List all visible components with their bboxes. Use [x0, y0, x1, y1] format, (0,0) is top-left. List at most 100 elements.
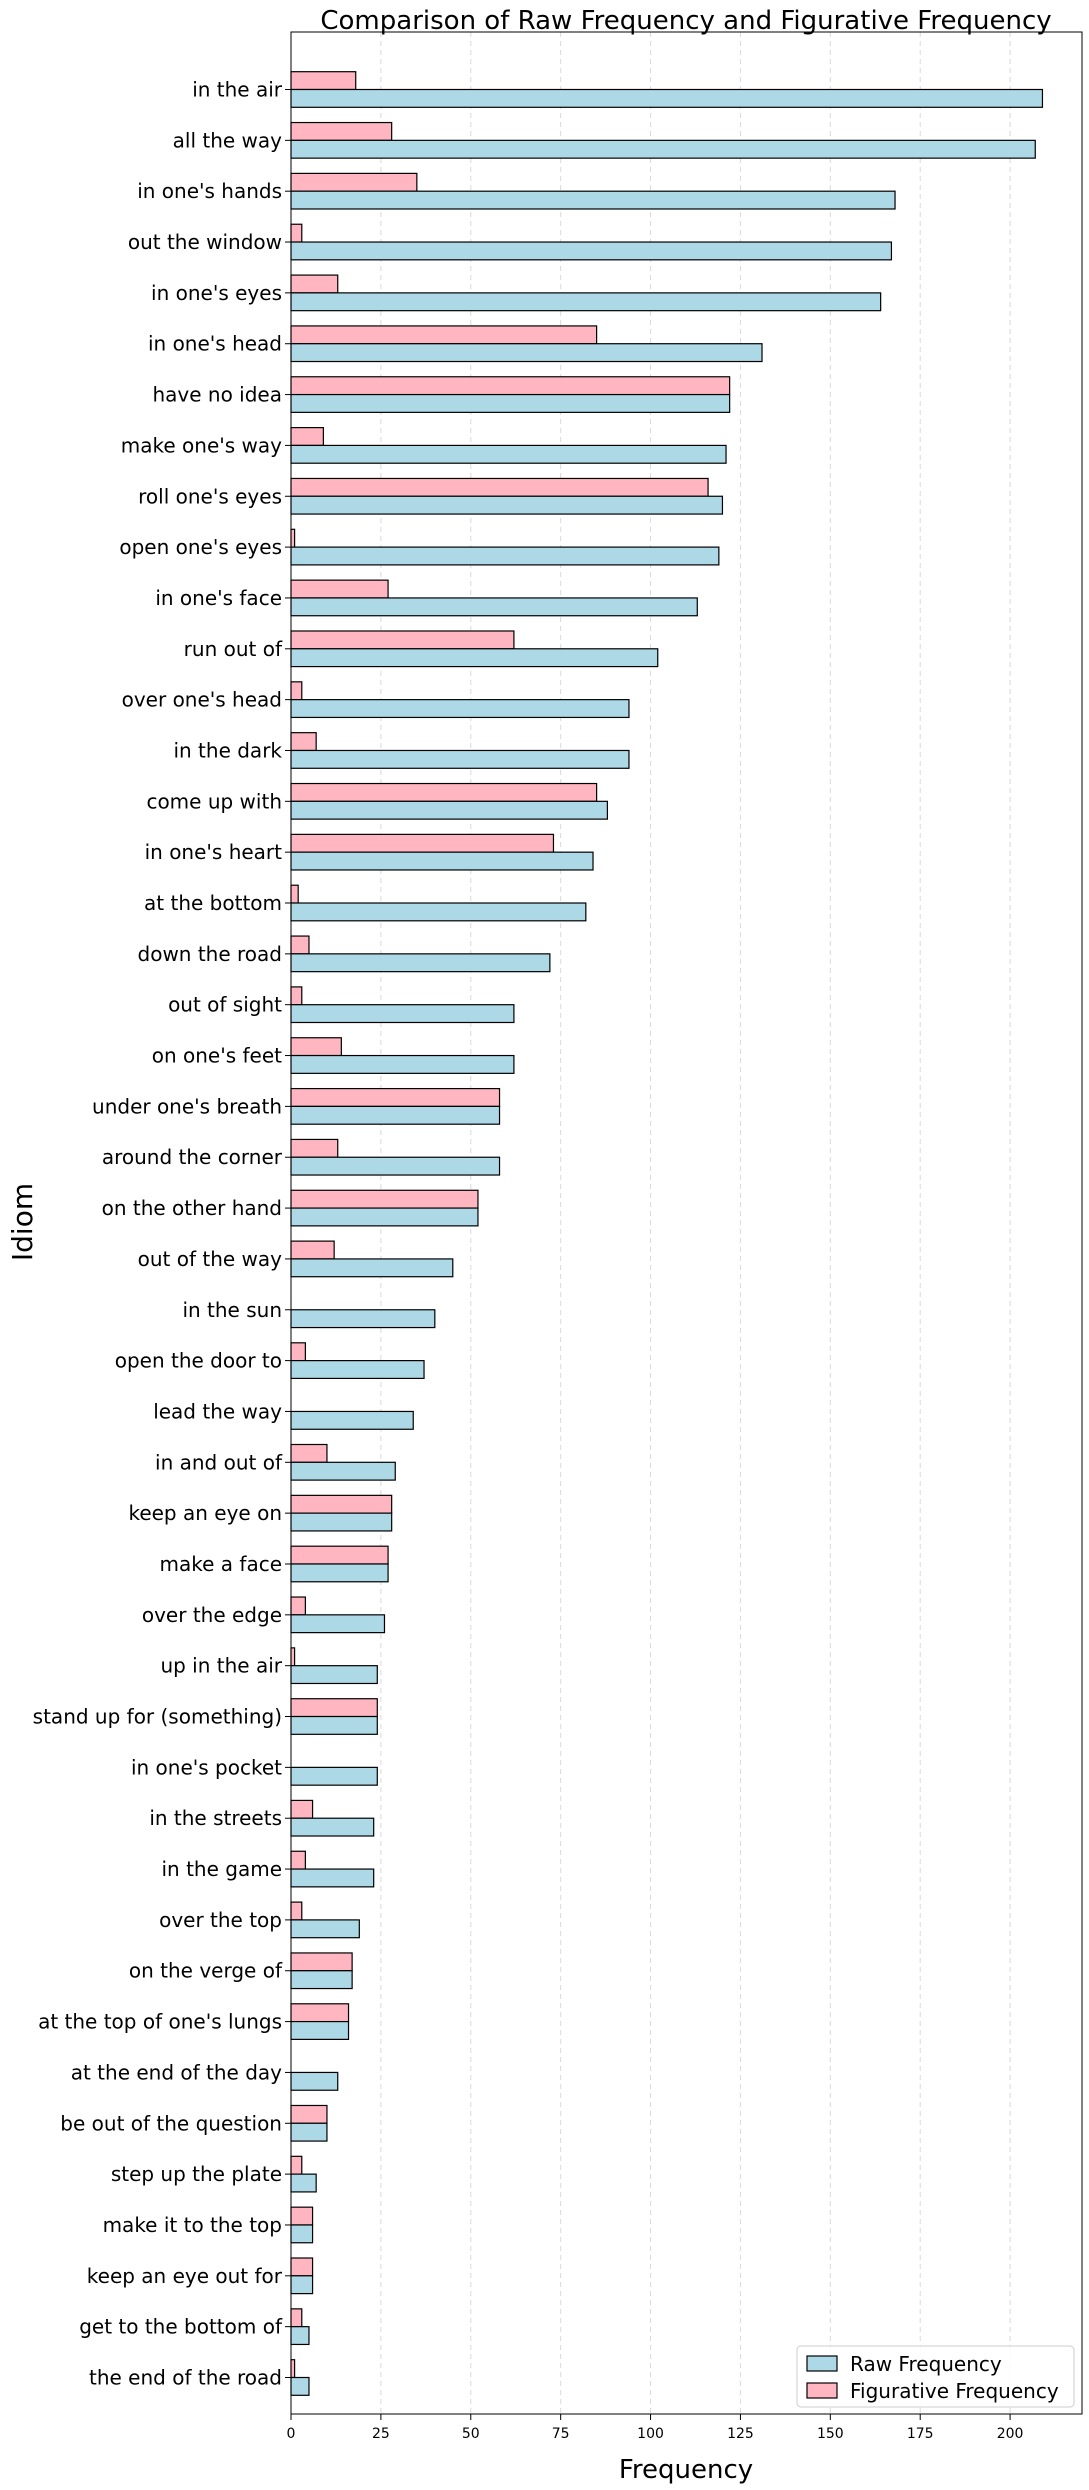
y-tick-label: get to the bottom of — [79, 2315, 283, 2339]
x-axis-label: Frequency — [619, 2455, 753, 2485]
bar-figurative-frequency — [290, 884, 299, 904]
bar-figurative-frequency — [290, 172, 418, 192]
bar-raw-frequency — [290, 2326, 310, 2346]
y-tick-label: in the sun — [182, 1298, 282, 1322]
bar-raw-frequency — [290, 2020, 350, 2040]
bar-raw-frequency — [290, 495, 724, 515]
bar-figurative-frequency — [290, 1901, 303, 1921]
bar-raw-frequency — [290, 1004, 515, 1024]
legend-box — [796, 2345, 1075, 2408]
bar-figurative-frequency — [290, 1189, 479, 1209]
legend-label: Raw Frequency — [850, 2352, 1002, 2376]
x-tick-label: 50 — [462, 2426, 480, 2442]
bar-raw-frequency — [290, 546, 720, 566]
bar-raw-frequency — [290, 1715, 378, 1735]
y-tick-label: in one's hands — [137, 179, 282, 203]
bar-raw-frequency — [290, 597, 698, 617]
bar-raw-frequency — [290, 343, 763, 363]
bar-figurative-frequency — [290, 986, 303, 1006]
bar-raw-frequency — [290, 1919, 360, 1939]
bar-raw-frequency — [290, 393, 731, 413]
bar-raw-frequency — [290, 1461, 396, 1481]
y-tick-label: in one's eyes — [151, 281, 282, 305]
y-tick-label: keep an eye out for — [87, 2264, 283, 2288]
bar-figurative-frequency — [290, 1596, 306, 1616]
bar-figurative-frequency — [290, 2003, 350, 2023]
y-tick-label: in one's face — [155, 586, 282, 610]
bar-figurative-frequency — [290, 2359, 296, 2379]
bar-figurative-frequency — [290, 2155, 303, 2175]
bar-raw-frequency — [290, 1309, 436, 1329]
x-tick-label: 200 — [997, 2426, 1024, 2442]
x-tick-label: 175 — [907, 2426, 934, 2442]
bar-figurative-frequency — [290, 1087, 501, 1107]
bar-raw-frequency — [290, 1258, 454, 1278]
bar-figurative-frequency — [290, 1037, 342, 1057]
y-tick-label: run out of — [184, 637, 283, 661]
plot-frame — [290, 31, 1083, 2415]
bar-raw-frequency — [290, 292, 882, 312]
y-tick-label: out of the way — [138, 1247, 283, 1271]
bar-figurative-frequency — [290, 732, 317, 752]
legend: Raw Frequency Figurative Frequency — [796, 2345, 1075, 2408]
bar-raw-frequency — [290, 2173, 317, 2193]
bar-raw-frequency — [290, 1105, 501, 1125]
y-tick-label: make one's way — [121, 433, 282, 457]
bar-figurative-frequency — [290, 427, 324, 447]
bar-figurative-frequency — [290, 71, 357, 91]
bar-raw-frequency — [290, 902, 587, 922]
legend-label: Figurative Frequency — [850, 2379, 1059, 2403]
y-tick-label: make a face — [160, 1552, 282, 1576]
bar-raw-frequency — [290, 1410, 414, 1430]
y-tick-label: in the dark — [173, 738, 282, 762]
y-tick-label: open the door to — [115, 1349, 282, 1373]
bar-figurative-frequency — [290, 1138, 339, 1158]
bar-figurative-frequency — [290, 477, 709, 497]
x-tick-label: 0 — [287, 2426, 296, 2442]
y-tick-label: down the road — [138, 942, 282, 966]
bar-raw-frequency — [290, 953, 551, 973]
bar-raw-frequency — [290, 2122, 328, 2142]
bar-raw-frequency — [290, 2224, 314, 2244]
y-axis-label: Idiom — [6, 1183, 39, 1261]
bar-raw-frequency — [290, 139, 1036, 159]
bar-figurative-frequency — [290, 325, 598, 345]
bar-figurative-frequency — [290, 528, 296, 548]
y-tick-label: out of sight — [168, 993, 282, 1017]
y-tick-label: around the corner — [102, 1145, 283, 1169]
bar-raw-frequency — [290, 444, 727, 464]
y-tick-label: all the way — [173, 128, 283, 152]
y-tick-label: in one's pocket — [131, 1755, 282, 1779]
bar-raw-frequency — [290, 749, 630, 769]
bar-figurative-frequency — [290, 2206, 314, 2226]
bar-raw-frequency — [290, 800, 608, 820]
bar-raw-frequency — [290, 1054, 515, 1074]
bar-raw-frequency — [290, 1512, 393, 1532]
x-tick-label: 125 — [727, 2426, 754, 2442]
bar-figurative-frequency — [290, 1342, 306, 1362]
y-tick-label: come up with — [146, 789, 282, 813]
bar-figurative-frequency — [290, 223, 303, 243]
y-tick-label: the end of the road — [89, 2366, 282, 2390]
bar-raw-frequency — [290, 699, 630, 719]
bar-figurative-frequency — [290, 1698, 378, 1718]
y-tick-label: over the edge — [142, 1603, 282, 1627]
bar-figurative-frequency — [290, 782, 598, 802]
bar-figurative-frequency — [290, 1240, 335, 1260]
bar-raw-frequency — [290, 851, 594, 871]
bar-raw-frequency — [290, 1360, 425, 1380]
bar-raw-frequency — [290, 2376, 310, 2396]
bar-raw-frequency — [290, 1207, 479, 1227]
chart-title: Comparison of Raw Frequency and Figurati… — [320, 6, 1051, 36]
bar-raw-frequency — [290, 2071, 339, 2091]
bar-figurative-frequency — [290, 833, 555, 853]
y-tick-label: at the top of one's lungs — [38, 2010, 282, 2034]
y-tick-label: on the verge of — [129, 1959, 283, 1983]
y-tick-label: in one's heart — [145, 840, 283, 864]
y-tick-label: roll one's eyes — [138, 484, 282, 508]
bar-figurative-frequency — [290, 2308, 303, 2328]
bar-figurative-frequency — [290, 121, 393, 141]
bar-figurative-frequency — [290, 1952, 353, 1972]
x-tick-label: 100 — [637, 2426, 664, 2442]
